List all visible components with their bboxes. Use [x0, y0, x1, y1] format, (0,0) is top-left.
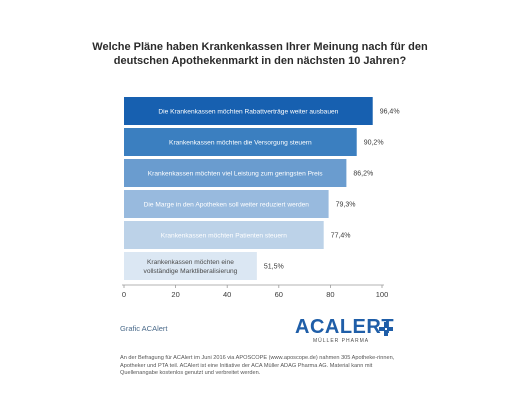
- x-tick-label: 40: [223, 290, 231, 299]
- x-tick-label: 80: [326, 290, 334, 299]
- medical-cross-icon: [379, 322, 393, 336]
- bar-category-label: Krankenkassen möchten Patienten steuern: [161, 233, 287, 240]
- bar: [124, 128, 357, 156]
- bar-category-label: Krankenkassen möchten eine: [147, 259, 234, 266]
- footnote: An der Befragung für ACAlert im Juni 201…: [120, 355, 395, 377]
- bar-value-label: 96,4%: [380, 109, 400, 116]
- x-tick-label: 0: [122, 290, 126, 299]
- bar: [124, 190, 329, 218]
- bar-category-label: Die Marge in den Apotheken soll weiter r…: [144, 202, 310, 209]
- chart-title-line: deutschen Apothekenmarkt in den nächsten…: [113, 55, 407, 67]
- x-tick-label: 60: [275, 290, 283, 299]
- bar-value-label: 90,2%: [364, 140, 384, 147]
- bar: [124, 221, 324, 249]
- source-label: Grafic ACAlert: [120, 324, 168, 333]
- bar-category-label: Die Krankenkassen möchten Rabattverträge…: [158, 109, 338, 116]
- x-tick-label: 100: [376, 290, 389, 299]
- bar-value-label: 86,2%: [353, 171, 373, 178]
- bar: [124, 252, 257, 280]
- bar-category-label: Krankenkassen möchten die Versorgung ste…: [169, 140, 312, 147]
- x-tick-label: 20: [171, 290, 179, 299]
- x-axis: 0 20 40 60 80 100: [122, 284, 389, 299]
- bar-category-label: Krankenkassen möchten viel Leistung zum …: [148, 171, 324, 178]
- chart-title-line: Welche Pläne haben Krankenkassen Ihrer M…: [92, 41, 428, 53]
- bar-group: Die Krankenkassen möchten Rabattverträge…: [124, 97, 400, 280]
- bar-category-label: vollständige Marktliberalisierung: [144, 268, 238, 275]
- bar-chart: Die Krankenkassen möchten Rabattverträge…: [122, 97, 400, 299]
- bar: [124, 159, 347, 187]
- chart-title: Welche Pläne haben Krankenkassen Ihrer M…: [60, 40, 460, 68]
- logo-wordmark: ACALERT: [295, 316, 395, 338]
- acalert-logo: ACALERT MÜLLER PHARMA: [295, 316, 395, 350]
- bar-value-label: 51,5%: [264, 264, 284, 271]
- logo-subtext: MÜLLER PHARMA: [313, 338, 370, 344]
- bar-value-label: 77,4%: [331, 233, 351, 240]
- bar-value-label: 79,3%: [336, 202, 356, 209]
- bar: [124, 97, 373, 125]
